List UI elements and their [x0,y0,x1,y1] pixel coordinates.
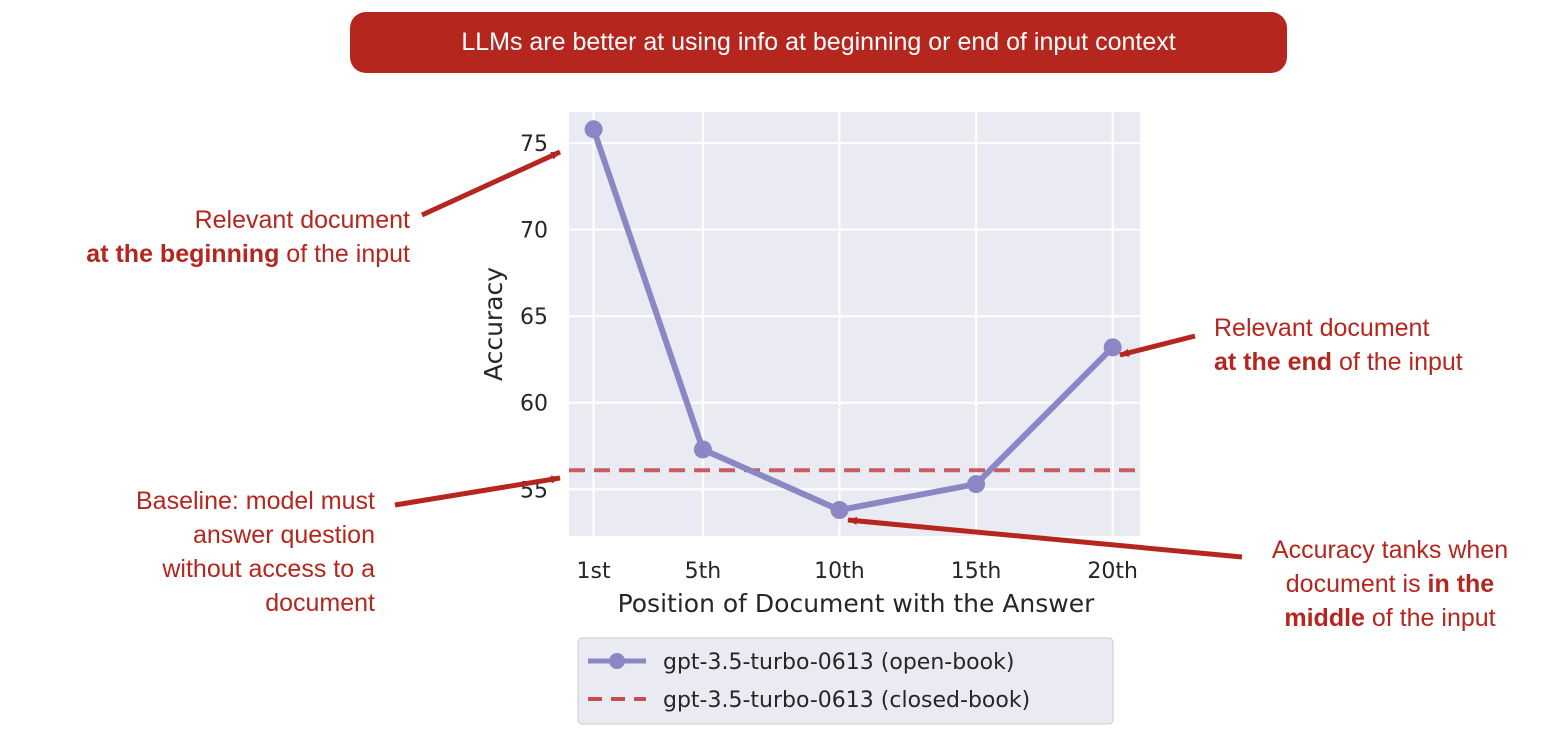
x-tick-label: 5th [685,559,722,584]
plot-area [569,112,1140,536]
annotation-beginning-line1: Relevant document [194,206,410,234]
annotation-baseline-line3: without access to a [162,555,375,583]
annotation-beginning-line2: at the beginning of the input [0,237,410,271]
y-tick-label: 60 [520,392,548,417]
annotation-baseline-line2: answer question [192,521,375,549]
y-tick-label: 70 [520,219,548,244]
annotation-middle-line2: document is in the [1240,567,1540,601]
annotation-middle: Accuracy tanks when document is in the m… [1240,533,1540,635]
x-tick-label: 10th [814,559,865,584]
x-axis-label: Position of Document with the Answer [618,589,1096,618]
y-tick-label: 75 [520,132,548,157]
annotation-arrows [394,149,1243,560]
annotation-end-line1: Relevant document [1214,314,1430,342]
legend-label-closed-book: gpt-3.5-turbo-0613 (closed-book) [663,688,1030,713]
open-book-point-10th [830,501,849,520]
annotation-end-bold: at the end [1214,348,1333,376]
x-tick-label: 1st [577,559,611,584]
annotation-middle-pre: document is [1285,570,1428,598]
annotation-middle-bold2: middle [1284,604,1365,632]
annotation-baseline-line4: document [265,589,375,617]
annotation-beginning-bold: at the beginning [86,240,280,268]
x-tick-label: 20th [1087,559,1138,584]
x-tick-label: 15th [951,559,1002,584]
y-axis-label: Accuracy [479,267,508,381]
arrow-beginning [420,149,562,218]
annotation-middle-bold1: in the [1427,570,1495,598]
open-book-point-1st [584,120,603,139]
annotation-end-rest: of the input [1332,348,1463,376]
arrow-baseline [394,475,561,508]
annotation-baseline: Baseline: model must answer question wit… [0,484,375,620]
title-text: LLMs are better at using info at beginni… [461,28,1176,56]
legend-marker-open-book [609,653,625,669]
legend: gpt-3.5-turbo-0613 (open-book) gpt-3.5-t… [577,637,1114,725]
annotation-middle-line3: middle of the input [1240,601,1540,635]
annotation-baseline-line1: Baseline: model must [135,487,375,515]
annotation-end-line2: at the end of the input [1214,345,1544,379]
open-book-point-15th [967,475,986,494]
legend-box [577,637,1114,725]
arrow-end [1119,333,1196,358]
series-lines [569,120,1140,520]
annotation-middle-rest: of the input [1364,604,1496,632]
legend-label-open-book: gpt-3.5-turbo-0613 (open-book) [663,650,1014,675]
title-banner: LLMs are better at using info at beginni… [350,12,1287,73]
gridlines [569,112,1140,536]
annotation-end: Relevant document at the end of the inpu… [1214,311,1544,379]
open-book-point-5th [693,440,712,459]
open-book-point-20th [1103,338,1122,357]
annotation-middle-line1: Accuracy tanks when [1271,536,1509,564]
arrow-middle [847,516,1243,560]
y-tick-label: 65 [520,305,548,330]
annotation-beginning: Relevant document at the beginning of th… [0,203,410,271]
annotation-beginning-rest: of the input [279,240,410,268]
